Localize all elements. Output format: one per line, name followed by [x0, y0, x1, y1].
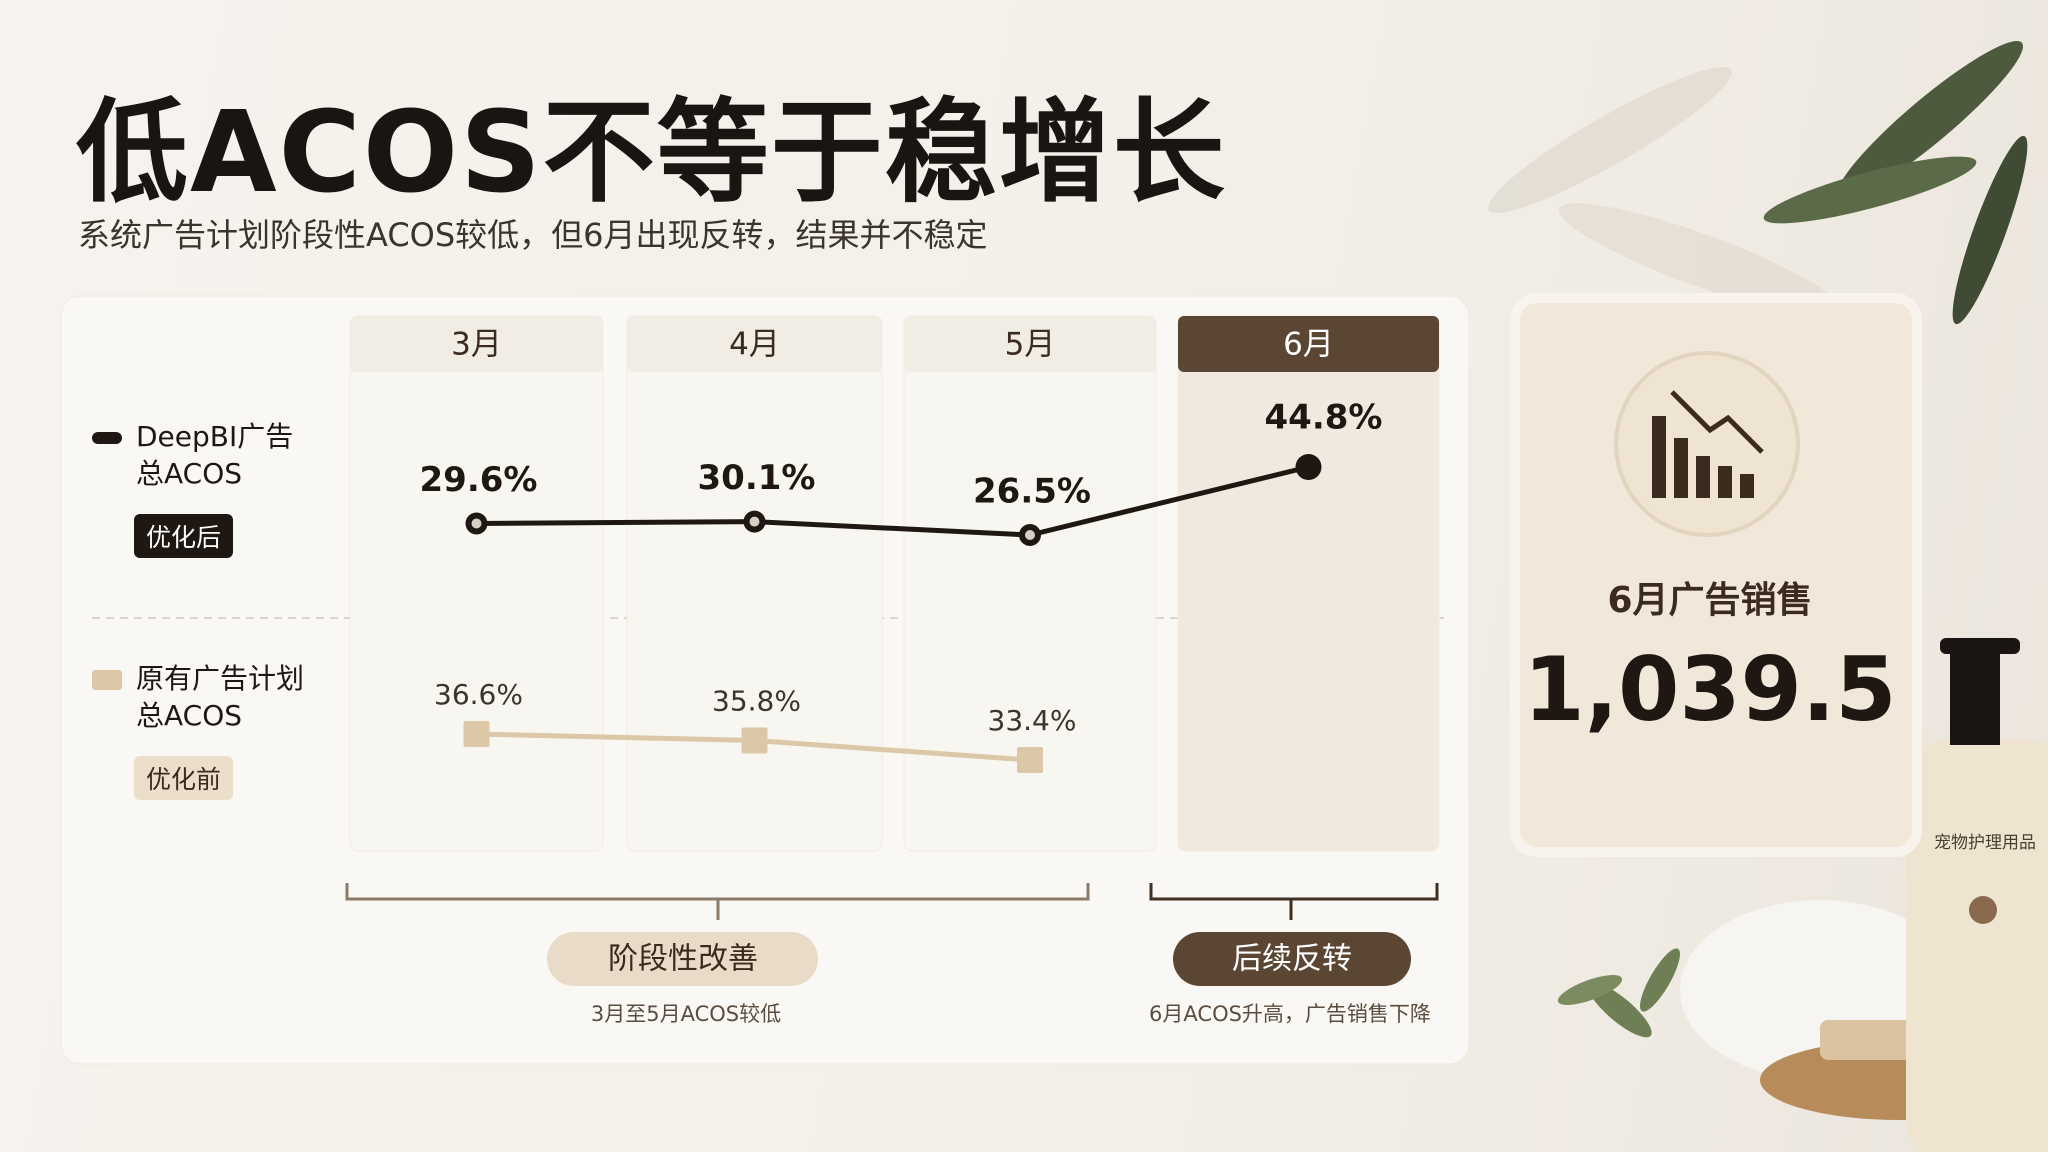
- bottle: [1906, 740, 2048, 1152]
- column-header: [1178, 316, 1439, 372]
- bottle-pump: [1950, 650, 2000, 745]
- value-label: 26.5%: [973, 472, 1091, 512]
- subtitle: 系统广告计划阶段性ACOS较低，但6月出现反转，结果并不稳定: [78, 216, 988, 254]
- group-note: 3月至5月ACOS较低: [591, 1002, 781, 1026]
- category-label: 6月: [1283, 327, 1334, 363]
- column: [626, 315, 883, 852]
- point: [463, 721, 490, 747]
- column-header: [627, 316, 882, 372]
- category-label: 5月: [1005, 327, 1056, 363]
- kpi-value: 1,039.5: [1523, 638, 1896, 741]
- point: [741, 727, 768, 754]
- value-label: 30.1%: [698, 458, 816, 498]
- group-note: 6月ACOS升高，广告销售下降: [1149, 1002, 1431, 1026]
- kpi-icon-ring: [1614, 351, 1800, 537]
- value-label: 35.8%: [712, 685, 801, 718]
- legend-tag: 优化后: [134, 514, 234, 558]
- plant: [1557, 41, 2028, 1038]
- value-label: 44.8%: [1265, 398, 1383, 438]
- group-label: 阶段性改善: [608, 942, 758, 977]
- column-header: [350, 316, 603, 372]
- kpi-icon: [1652, 390, 1764, 498]
- columns: 3月 4月 5月 6月: [349, 315, 1440, 852]
- legend-swatch: [92, 670, 122, 690]
- point-center: [471, 518, 482, 529]
- legend-label: DeepBI广告总ACOS: [136, 420, 294, 490]
- category-label: 3月: [451, 327, 502, 363]
- legend-label: 原有广告计划总ACOS: [136, 662, 305, 732]
- column: [349, 315, 604, 852]
- value-label: 33.4%: [988, 704, 1077, 737]
- plant-shadow: [1488, 66, 1842, 317]
- title: 低ACOS不等于稳增长: [76, 88, 1227, 218]
- series-line: [476, 464, 1310, 538]
- point: [1017, 747, 1043, 773]
- column: [1177, 315, 1440, 852]
- brush: [1820, 1020, 1930, 1060]
- group-pill: [547, 932, 818, 986]
- group-pill: [1173, 932, 1411, 986]
- point-center: [1025, 530, 1035, 540]
- marks: 29.6% 30.1% 26.5% 44.8% 36.6% 35.8% 33.4%: [92, 398, 1383, 773]
- paw-icon: [1969, 896, 1997, 924]
- bottle-pump-head: [1940, 638, 2020, 654]
- column-header: [904, 316, 1156, 372]
- point: [1295, 454, 1322, 480]
- value-label: 36.6%: [434, 678, 523, 711]
- value-label: 29.6%: [420, 460, 538, 500]
- point-center: [749, 516, 760, 527]
- category-label: 4月: [729, 327, 780, 363]
- legend-swatch: [92, 432, 122, 444]
- product-label: 宠物护理用品: [1934, 833, 2036, 853]
- legend-tag: 优化前: [134, 756, 234, 800]
- bracket: [1149, 883, 1439, 920]
- group-label: 后续反转: [1232, 942, 1352, 977]
- kpi-label: 6月广告销售: [1607, 580, 1812, 621]
- bracket: [345, 883, 1090, 920]
